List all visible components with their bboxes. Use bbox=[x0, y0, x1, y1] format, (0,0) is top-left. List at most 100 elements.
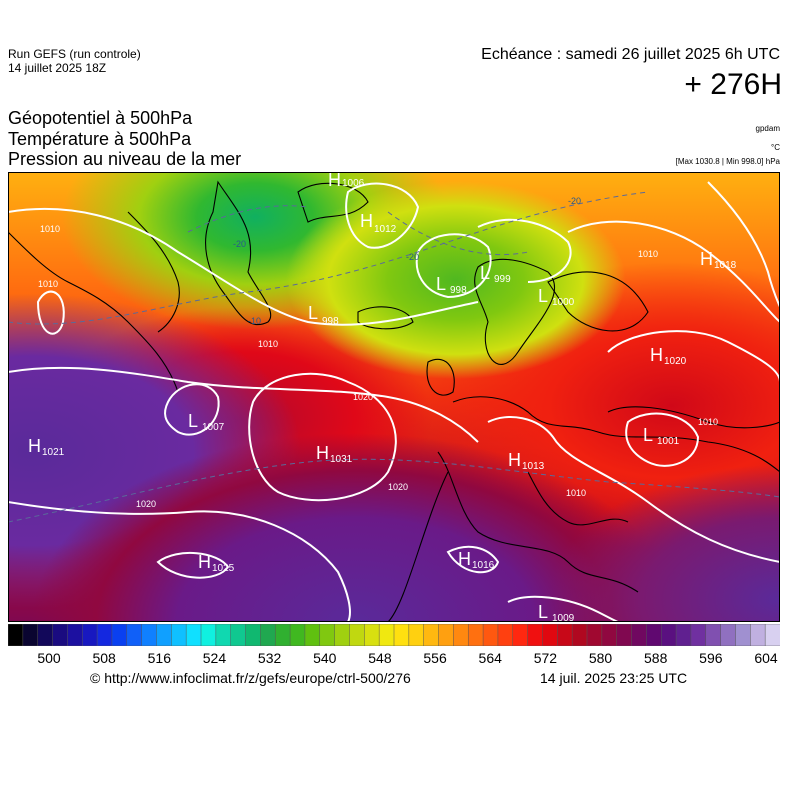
isobar-label: 1010 bbox=[258, 339, 278, 349]
title-geopotential: Géopotentiel à 500hPa bbox=[8, 108, 193, 128]
color-scale-label: 540 bbox=[313, 650, 337, 666]
color-swatch bbox=[735, 624, 752, 646]
color-swatch bbox=[52, 624, 69, 646]
title-pressure: Pression au niveau de la mer bbox=[8, 149, 242, 169]
run-name: Run GEFS (run controle) bbox=[8, 47, 141, 61]
color-scale bbox=[8, 624, 780, 646]
isotherm-labels: -20 -20 -20 -10 bbox=[233, 196, 581, 326]
svg-text:1009: 1009 bbox=[552, 613, 575, 622]
svg-text:1031: 1031 bbox=[330, 454, 353, 465]
isobar-label: 1010 bbox=[38, 279, 58, 289]
color-swatch bbox=[571, 624, 588, 646]
pressure-center: H 1012 bbox=[360, 211, 397, 235]
color-scale-label: 556 bbox=[423, 650, 447, 666]
color-scale-label: 516 bbox=[147, 650, 171, 666]
svg-text:L: L bbox=[480, 263, 490, 283]
color-swatch bbox=[349, 624, 366, 646]
color-swatch bbox=[482, 624, 499, 646]
svg-text:H: H bbox=[458, 549, 471, 569]
svg-text:H: H bbox=[28, 436, 41, 456]
pressure-center: H 1021 bbox=[28, 436, 65, 458]
pressure-center: L 1000 bbox=[538, 286, 575, 308]
svg-text:H: H bbox=[328, 172, 341, 190]
isotherm-label: -20 bbox=[233, 239, 246, 249]
svg-text:1013: 1013 bbox=[522, 461, 545, 472]
isobars bbox=[8, 181, 780, 622]
svg-text:999: 999 bbox=[494, 274, 511, 285]
svg-text:H: H bbox=[198, 552, 211, 572]
color-swatch bbox=[453, 624, 469, 646]
color-swatch bbox=[185, 624, 202, 646]
isobar-label: 1020 bbox=[136, 499, 156, 509]
isobar-label: 1020 bbox=[353, 392, 373, 402]
color-swatch bbox=[334, 624, 351, 646]
pressure-center: H 1006 bbox=[328, 172, 365, 190]
pressure-center: L 1007 bbox=[188, 411, 225, 433]
color-swatch bbox=[557, 624, 573, 646]
color-swatch bbox=[408, 624, 425, 646]
pressure-center: L 998 bbox=[436, 274, 467, 296]
color-swatch bbox=[245, 624, 262, 646]
color-scale-label: 524 bbox=[202, 650, 227, 666]
generation-time: 14 juil. 2025 23:25 UTC bbox=[540, 670, 688, 686]
svg-text:1000: 1000 bbox=[552, 297, 575, 308]
color-scale-label: 500 bbox=[37, 650, 61, 666]
color-swatch bbox=[675, 624, 692, 646]
svg-text:1025: 1025 bbox=[212, 563, 235, 574]
color-swatch bbox=[96, 624, 113, 646]
color-swatch bbox=[37, 624, 54, 646]
color-scale-label: 572 bbox=[533, 650, 558, 666]
color-swatch bbox=[126, 624, 143, 646]
pressure-center: L 998 bbox=[308, 303, 339, 327]
svg-text:1007: 1007 bbox=[202, 422, 225, 433]
pressure-center: L 1001 bbox=[643, 425, 680, 447]
svg-text:L: L bbox=[538, 602, 548, 622]
svg-text:998: 998 bbox=[322, 316, 339, 327]
svg-text:L: L bbox=[188, 411, 198, 431]
color-scale-label: 604 bbox=[754, 650, 778, 666]
color-swatch bbox=[705, 624, 722, 646]
svg-text:H: H bbox=[508, 450, 521, 470]
color-swatch bbox=[215, 624, 232, 646]
svg-text:1020: 1020 bbox=[664, 356, 687, 367]
isotherm-label: -10 bbox=[248, 316, 261, 326]
color-swatch bbox=[378, 624, 395, 646]
pressure-center: L 999 bbox=[480, 263, 511, 285]
color-scale-label: 508 bbox=[92, 650, 116, 666]
color-swatch bbox=[171, 624, 187, 646]
pressure-center: H 1018 bbox=[700, 249, 737, 271]
svg-text:998: 998 bbox=[450, 285, 467, 296]
color-scale-label: 564 bbox=[478, 650, 502, 666]
color-swatch bbox=[141, 624, 158, 646]
color-swatch bbox=[631, 624, 648, 646]
color-swatch bbox=[260, 624, 276, 646]
color-swatch bbox=[586, 624, 603, 646]
color-swatch bbox=[467, 624, 484, 646]
color-swatch bbox=[156, 624, 173, 646]
color-swatch bbox=[274, 624, 291, 646]
isotherm-label: -20 bbox=[568, 196, 581, 206]
unit-gpdam: gpdam bbox=[755, 124, 780, 133]
color-scale-label: 588 bbox=[644, 650, 668, 666]
color-swatch bbox=[319, 624, 336, 646]
weather-map: H 1006 H 1012 L 998 L 999 L 998 L 1000 H 1018 H… bbox=[8, 172, 780, 622]
isobar-label: 1010 bbox=[638, 249, 658, 259]
color-swatch bbox=[81, 624, 98, 646]
isobar-labels: 1010 1010 1010 1020 1020 1020 1010 1010 … bbox=[38, 224, 718, 509]
pressure-centers: H 1006 H 1012 L 998 L 999 L 998 L 1000 H 1018 H… bbox=[28, 172, 737, 622]
pressure-center: L 1009 bbox=[538, 602, 575, 622]
lead-time: + 276H bbox=[684, 68, 782, 101]
svg-text:1018: 1018 bbox=[714, 260, 737, 271]
color-swatch bbox=[660, 624, 677, 646]
color-scale-label: 532 bbox=[257, 650, 282, 666]
color-swatch bbox=[230, 624, 247, 646]
unit-celsius: °C bbox=[771, 143, 780, 152]
isobar-label: 1010 bbox=[40, 224, 60, 234]
color-swatch bbox=[8, 624, 24, 646]
svg-text:1021: 1021 bbox=[42, 447, 65, 458]
color-swatch bbox=[364, 624, 380, 646]
color-swatch bbox=[527, 624, 544, 646]
title-temperature: Température à 500hPa bbox=[8, 129, 192, 149]
svg-text:L: L bbox=[538, 286, 548, 306]
color-scale-label: 548 bbox=[368, 650, 392, 666]
